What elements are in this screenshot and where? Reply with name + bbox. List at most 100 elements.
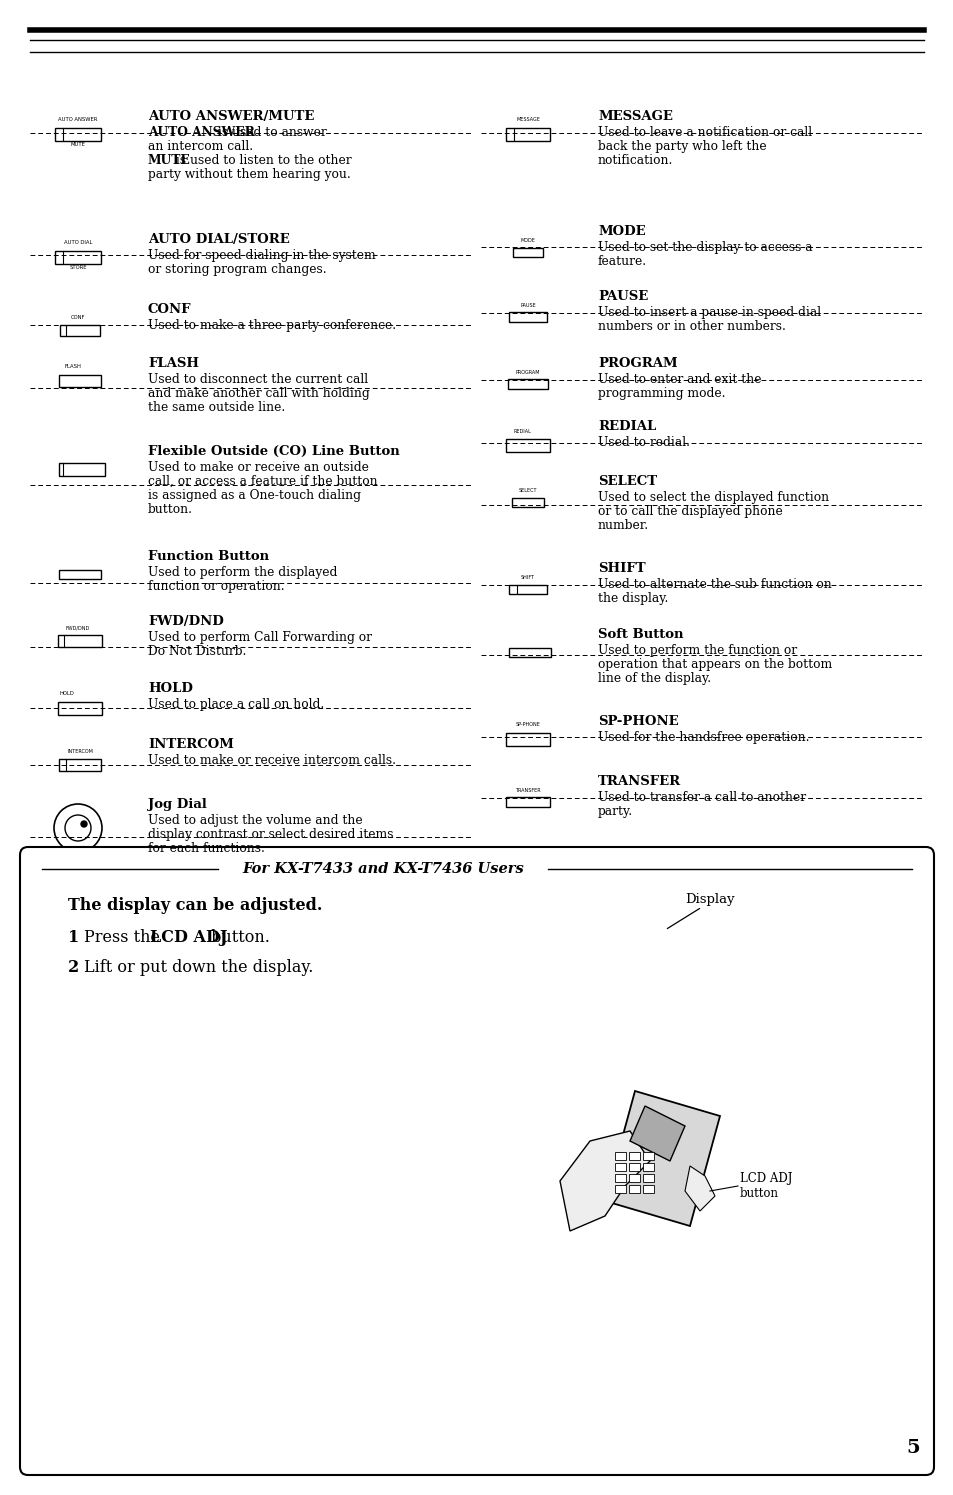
Bar — [58, 635, 102, 647]
Text: 2: 2 — [68, 958, 79, 976]
Text: MESSAGE: MESSAGE — [516, 117, 539, 123]
Bar — [505, 127, 550, 141]
Text: Soft Button: Soft Button — [598, 628, 682, 641]
Text: number.: number. — [598, 519, 648, 532]
Text: for each functions.: for each functions. — [148, 842, 265, 855]
Text: Used to select the displayed function: Used to select the displayed function — [598, 490, 828, 504]
Text: Used to alternate the sub function on: Used to alternate the sub function on — [598, 579, 831, 591]
Text: STORE: STORE — [70, 265, 87, 271]
Text: TRANSFER: TRANSFER — [598, 774, 680, 788]
Polygon shape — [684, 1166, 714, 1211]
Bar — [59, 462, 105, 475]
Text: REDIAL: REDIAL — [514, 429, 532, 434]
Bar — [615, 1174, 625, 1183]
Text: Used to transfer a call to another: Used to transfer a call to another — [598, 791, 805, 804]
Text: Used for speed dialing in the system: Used for speed dialing in the system — [148, 250, 375, 262]
Text: Used to leave a notification or call: Used to leave a notification or call — [598, 126, 811, 139]
Text: Flexible Outside (CO) Line Button: Flexible Outside (CO) Line Button — [148, 446, 399, 457]
Text: the display.: the display. — [598, 592, 668, 605]
Text: Used to adjust the volume and the: Used to adjust the volume and the — [148, 813, 362, 827]
Text: MESSAGE: MESSAGE — [598, 111, 672, 123]
Bar — [55, 127, 101, 141]
Text: For KX-T7433 and KX-T7436 Users: For KX-T7433 and KX-T7436 Users — [242, 863, 523, 876]
Polygon shape — [559, 1132, 649, 1230]
Text: Used to set the display to access a: Used to set the display to access a — [598, 241, 812, 254]
Text: is assigned as a One-touch dialing: is assigned as a One-touch dialing — [148, 489, 360, 502]
Bar — [60, 324, 100, 335]
Text: FLASH: FLASH — [148, 357, 199, 369]
Bar — [628, 1153, 639, 1160]
Text: FWD/DND: FWD/DND — [148, 614, 224, 628]
Text: or to call the displayed phone: or to call the displayed phone — [598, 505, 781, 517]
Text: button.: button. — [206, 928, 270, 946]
Text: PAUSE: PAUSE — [598, 290, 648, 303]
Text: Jog Dial: Jog Dial — [148, 798, 207, 810]
Text: INTERCOM: INTERCOM — [148, 739, 233, 750]
Bar — [505, 438, 550, 451]
Bar — [615, 1186, 625, 1193]
Text: programming mode.: programming mode. — [598, 387, 724, 401]
Text: is used to answer: is used to answer — [213, 126, 327, 139]
Text: AUTO ANSWER: AUTO ANSWER — [148, 126, 254, 139]
Text: PROGRAM: PROGRAM — [598, 357, 677, 369]
Text: SELECT: SELECT — [598, 475, 657, 487]
Bar — [615, 1153, 625, 1160]
Text: numbers or in other numbers.: numbers or in other numbers. — [598, 320, 785, 333]
Text: LCD ADJ: LCD ADJ — [150, 928, 227, 946]
Bar — [505, 797, 550, 807]
Text: Do Not Disturb.: Do Not Disturb. — [148, 644, 246, 658]
Bar — [642, 1186, 654, 1193]
Bar — [642, 1174, 654, 1183]
Polygon shape — [604, 1091, 720, 1226]
Bar — [509, 647, 551, 656]
Bar — [59, 375, 101, 387]
Text: TRANSFER: TRANSFER — [515, 788, 540, 792]
Text: operation that appears on the bottom: operation that appears on the bottom — [598, 658, 831, 671]
Text: AUTO DIAL/STORE: AUTO DIAL/STORE — [148, 233, 290, 247]
Text: or storing program changes.: or storing program changes. — [148, 263, 326, 277]
Text: Used to disconnect the current call: Used to disconnect the current call — [148, 372, 368, 386]
Text: line of the display.: line of the display. — [598, 671, 710, 685]
Text: function or operation.: function or operation. — [148, 580, 284, 594]
Bar — [59, 759, 101, 771]
Text: HOLD: HOLD — [148, 682, 193, 695]
Bar — [628, 1174, 639, 1183]
Text: Used to make or receive an outside: Used to make or receive an outside — [148, 460, 369, 474]
Text: Used for the handsfree operation.: Used for the handsfree operation. — [598, 731, 809, 745]
Text: Used to make or receive intercom calls.: Used to make or receive intercom calls. — [148, 753, 395, 767]
FancyBboxPatch shape — [20, 848, 933, 1476]
Text: Used to enter and exit the: Used to enter and exit the — [598, 372, 760, 386]
Text: an intercom call.: an intercom call. — [148, 141, 253, 152]
Bar — [55, 251, 101, 263]
Text: INTERCOM: INTERCOM — [67, 749, 92, 753]
Text: SP-PHONE: SP-PHONE — [515, 722, 539, 727]
Text: back the party who left the: back the party who left the — [598, 141, 766, 152]
Text: SP-PHONE: SP-PHONE — [598, 715, 678, 728]
Text: SHIFT: SHIFT — [598, 562, 645, 576]
Text: PAUSE: PAUSE — [519, 303, 536, 308]
Bar — [615, 1163, 625, 1171]
Text: CONF: CONF — [71, 315, 85, 320]
Text: HOLD: HOLD — [60, 691, 74, 697]
Text: MUTE: MUTE — [71, 142, 86, 147]
Bar — [512, 498, 543, 507]
Text: AUTO ANSWER: AUTO ANSWER — [58, 117, 97, 123]
Text: Used to perform the function or: Used to perform the function or — [598, 644, 797, 656]
Text: Lift or put down the display.: Lift or put down the display. — [84, 958, 313, 976]
Bar — [507, 380, 547, 389]
Text: Used to insert a pause in speed dial: Used to insert a pause in speed dial — [598, 306, 821, 318]
Text: MODE: MODE — [520, 238, 535, 244]
Text: party without them hearing you.: party without them hearing you. — [148, 167, 351, 181]
Bar — [628, 1163, 639, 1171]
Text: CONF: CONF — [148, 303, 192, 315]
Bar — [642, 1163, 654, 1171]
Text: FWD/DND: FWD/DND — [66, 626, 90, 631]
Text: LCD ADJ
button: LCD ADJ button — [740, 1172, 792, 1200]
Text: AUTO ANSWER/MUTE: AUTO ANSWER/MUTE — [148, 111, 314, 123]
Text: SHIFT: SHIFT — [520, 576, 535, 580]
Text: 5: 5 — [905, 1440, 919, 1458]
Bar — [58, 701, 102, 715]
Text: Used to redial.: Used to redial. — [598, 437, 689, 448]
Polygon shape — [629, 1106, 684, 1162]
Text: The display can be adjusted.: The display can be adjusted. — [68, 897, 322, 913]
